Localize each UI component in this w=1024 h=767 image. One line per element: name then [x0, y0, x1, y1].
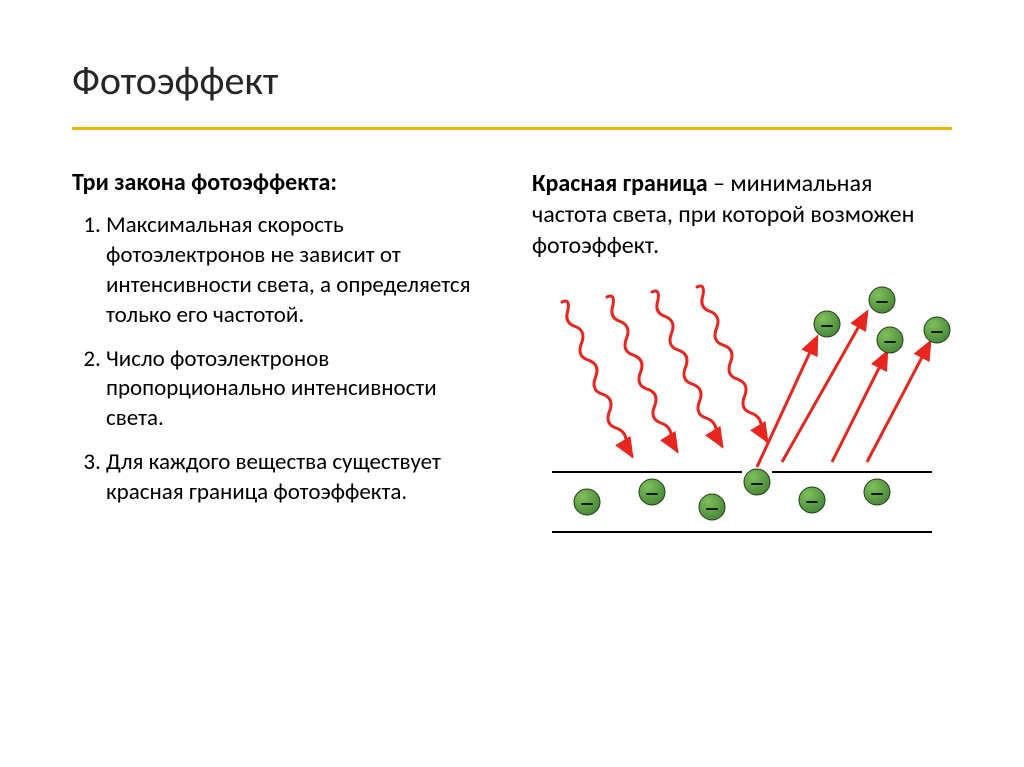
content-columns: Три закона фотоэффекта: Максимальная ско…	[72, 168, 952, 567]
definition-term: Красная граница	[532, 169, 708, 198]
law-item-2: Число фотоэлектронов пропорционально инт…	[106, 345, 484, 435]
title-underline	[72, 127, 952, 130]
photoeffect-diagram	[532, 282, 952, 562]
left-column: Три закона фотоэффекта: Максимальная ско…	[72, 168, 484, 567]
page-title: Фотоэффект	[72, 56, 952, 105]
right-column: Красная граница – минимальная частота св…	[532, 168, 952, 567]
laws-list: Максимальная скорость фотоэлектронов не …	[72, 211, 484, 508]
laws-heading: Три закона фотоэффекта:	[72, 168, 484, 197]
law-item-1: Максимальная скорость фотоэлектронов не …	[106, 211, 484, 331]
law-item-3: Для каждого вещества существует красная …	[106, 448, 484, 508]
definition-text: Красная граница – минимальная частота св…	[532, 168, 952, 262]
